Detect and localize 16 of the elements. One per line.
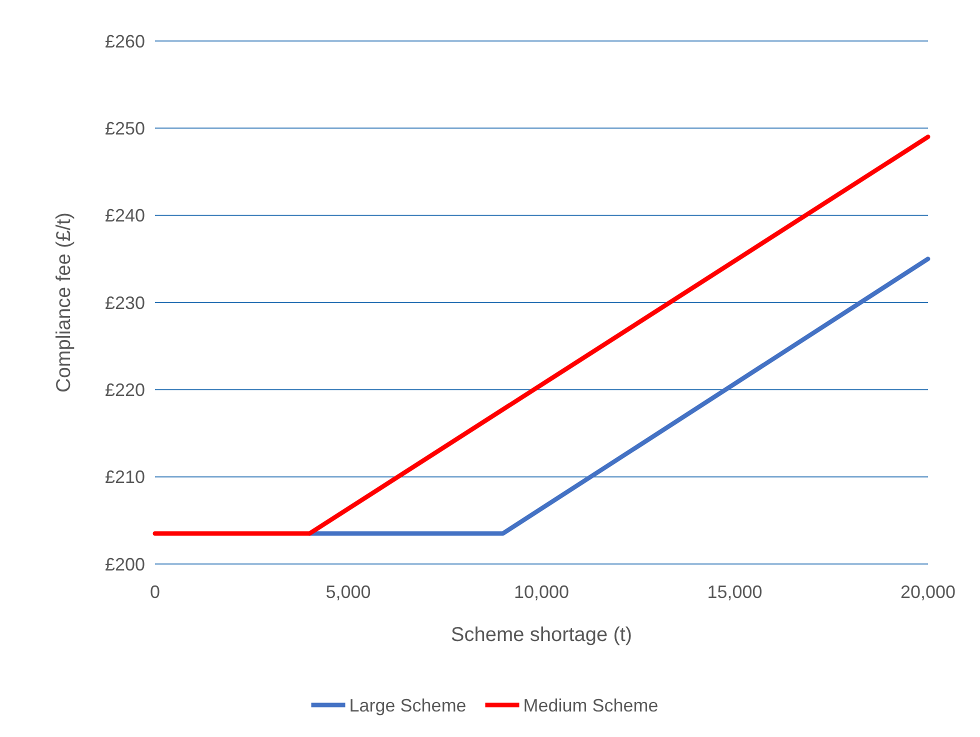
x-tick-label: 10,000: [514, 582, 570, 602]
legend-label: Large Scheme: [349, 695, 466, 716]
y-axis-title: Compliance fee (£/t): [53, 212, 75, 393]
x-tick-label: 5,000: [326, 582, 371, 602]
x-tick-label: 0: [150, 582, 160, 602]
x-tick-label: 15,000: [707, 582, 762, 602]
y-tick-label: £260: [104, 31, 145, 52]
y-tick-label: £220: [104, 380, 145, 400]
y-tick-label: £230: [104, 292, 145, 313]
y-tick-label: £200: [104, 554, 145, 574]
x-axis-title: Scheme shortage (t): [450, 624, 632, 646]
y-tick-label: £210: [104, 467, 145, 488]
legend-label: Medium Scheme: [523, 695, 658, 716]
y-tick-label: £250: [104, 118, 145, 138]
y-tick-label: £240: [104, 206, 145, 226]
x-tick-label: 20,000: [900, 582, 956, 602]
